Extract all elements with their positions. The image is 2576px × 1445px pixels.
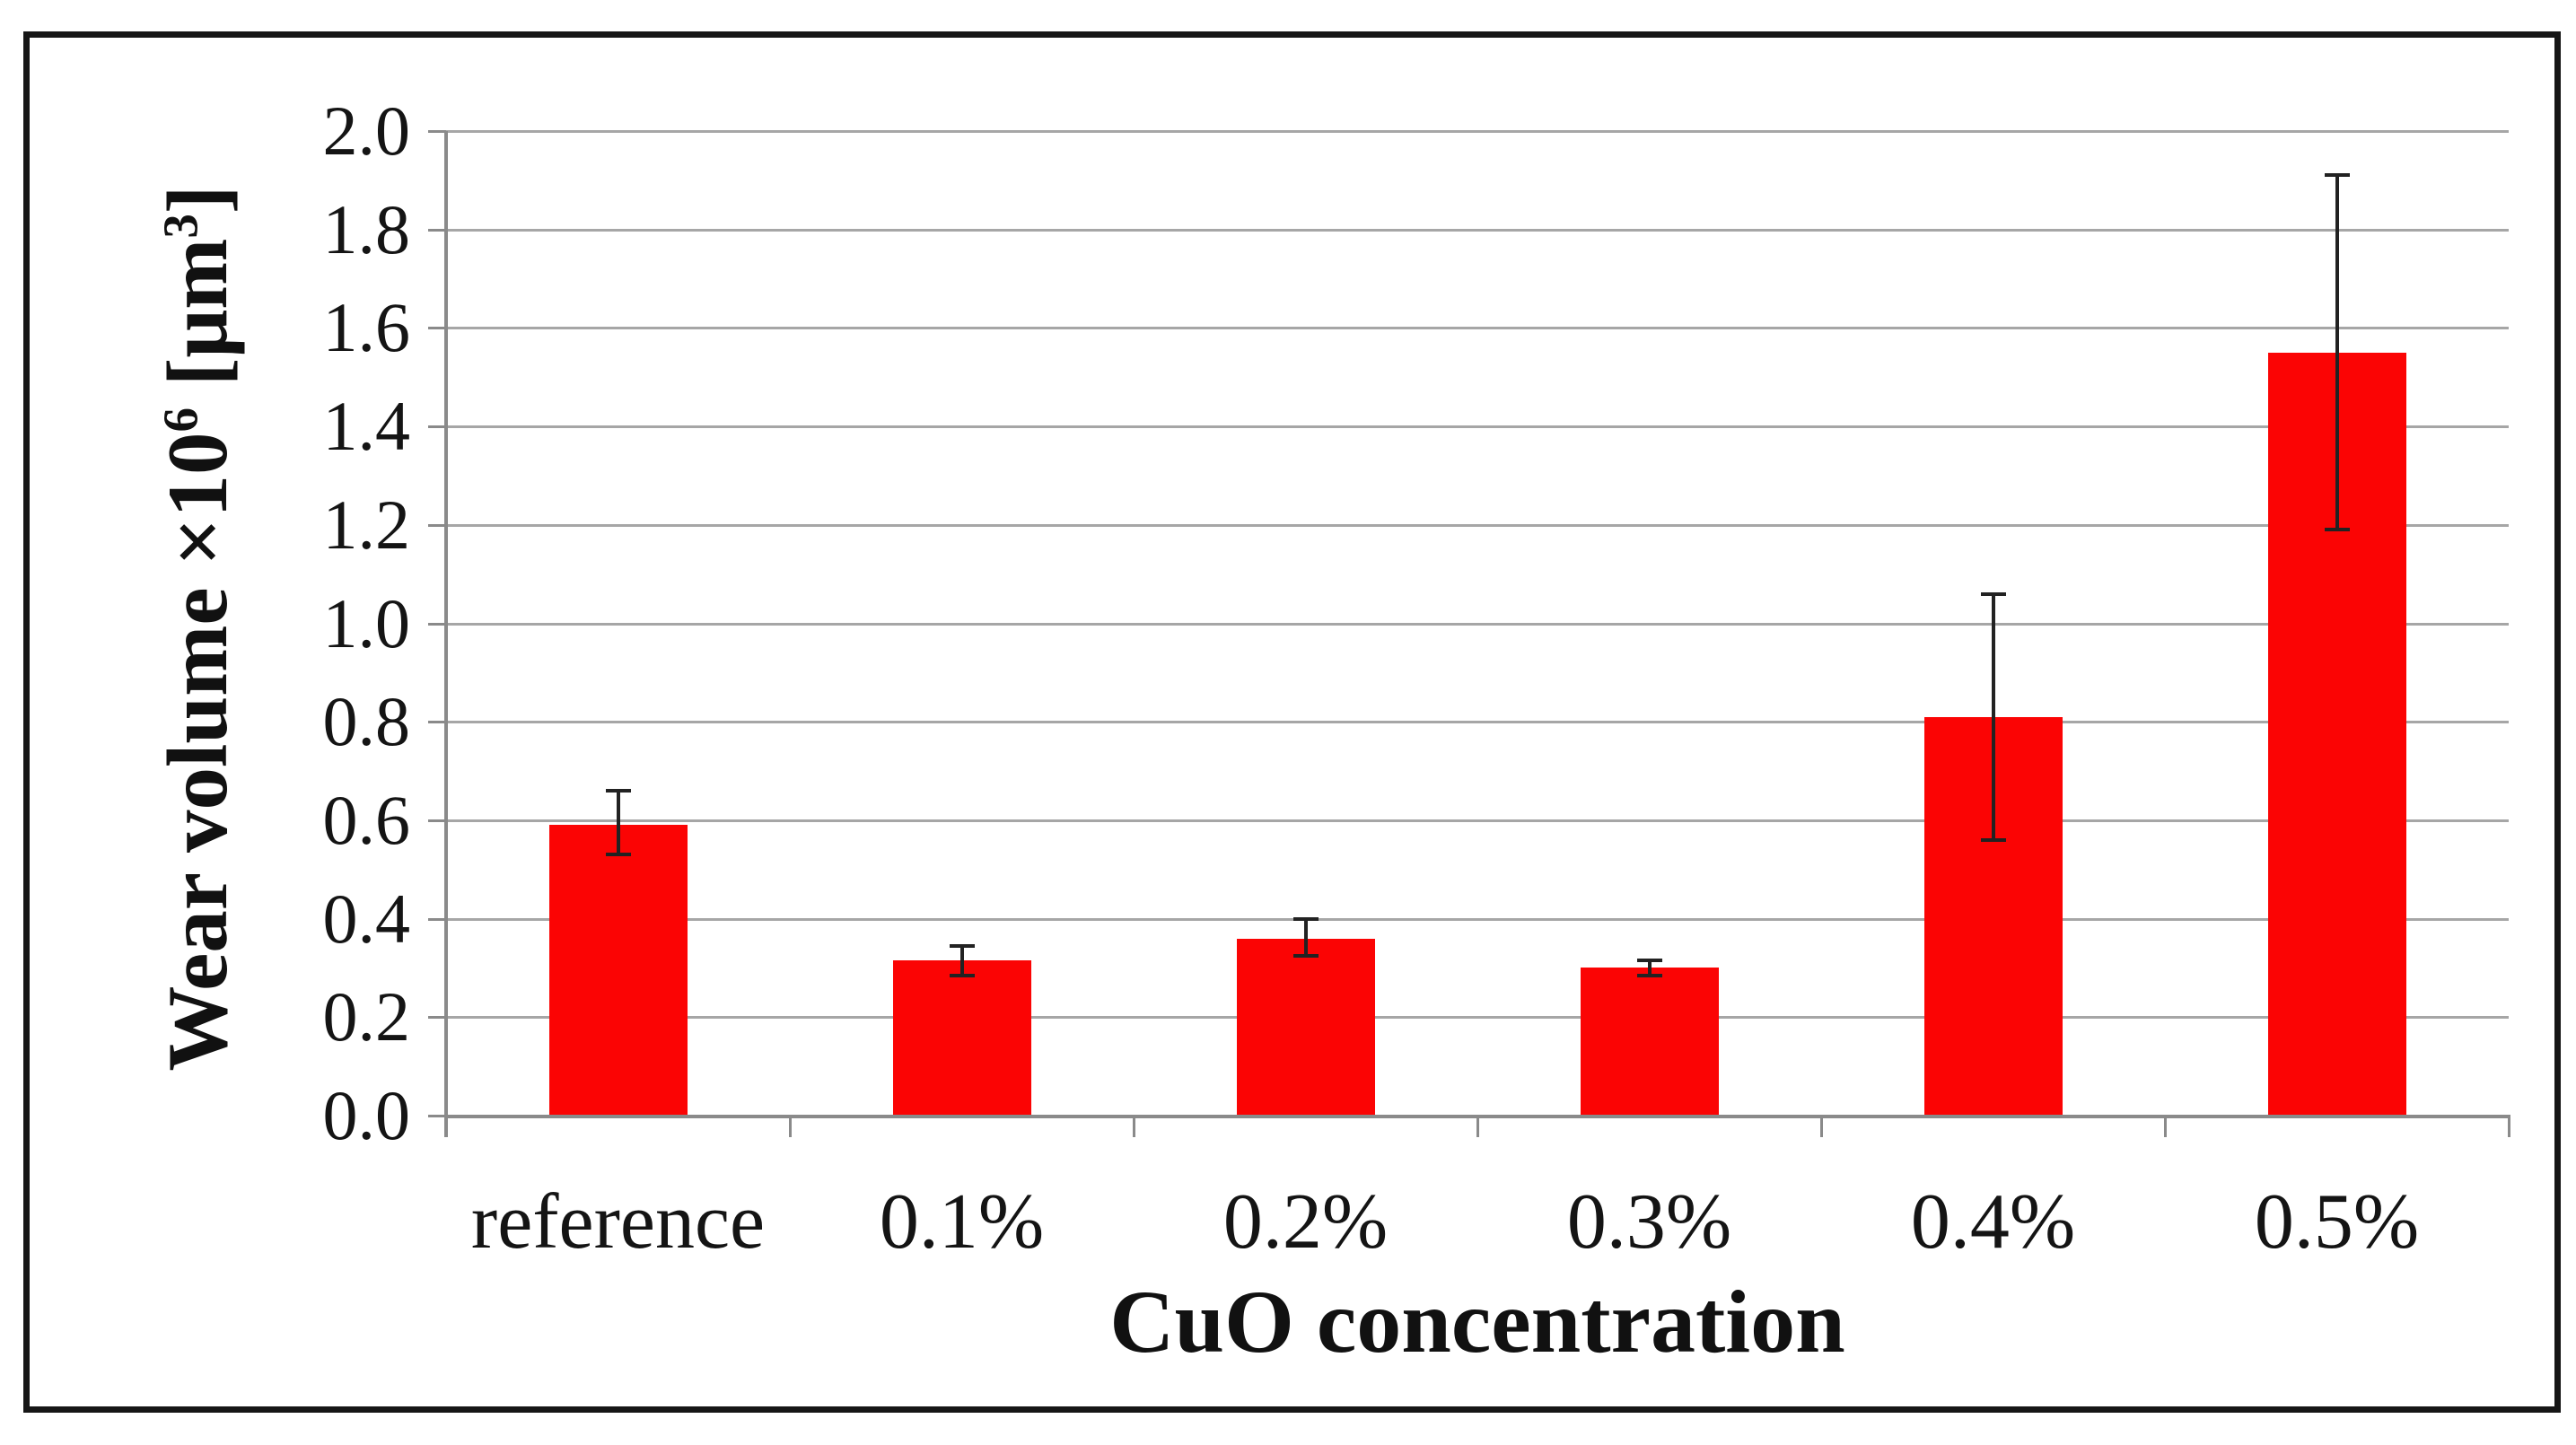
- x-tick: [789, 1116, 792, 1137]
- error-bar-cap-bottom: [1636, 973, 1662, 977]
- y-axis-line: [444, 131, 448, 1137]
- y-tick: [428, 327, 446, 330]
- y-tick: [428, 1016, 446, 1020]
- error-bar-cap-bottom: [1292, 953, 1319, 958]
- y-tick: [428, 228, 446, 232]
- y-tick: [428, 622, 446, 626]
- x-tick-label: 0.4%: [1910, 1178, 2076, 1265]
- gridline: [446, 425, 2509, 429]
- x-tick-label: 0.1%: [879, 1178, 1045, 1265]
- y-tick-label: 0.8: [322, 682, 411, 761]
- x-axis-title: CuO concentration: [1109, 1272, 1845, 1371]
- y-tick-label: 0.4: [322, 879, 411, 958]
- x-tick: [2164, 1116, 2167, 1137]
- error-bar-line: [1991, 593, 1995, 840]
- bar: [892, 960, 1031, 1116]
- error-bar-cap-top: [1980, 591, 2006, 596]
- y-tick-label: 1.4: [322, 387, 411, 466]
- error-bar-cap-top: [2324, 173, 2350, 178]
- y-tick-label: 0.2: [322, 977, 411, 1056]
- y-axis-title-superscript-exponent: 6: [153, 407, 208, 433]
- gridline: [446, 130, 2509, 133]
- y-tick: [428, 917, 446, 921]
- x-tick-label: 0.3%: [1566, 1178, 1732, 1265]
- y-tick-label: 0.0: [322, 1076, 411, 1154]
- x-tick: [1133, 1116, 1135, 1137]
- gridline: [446, 228, 2509, 232]
- error-bar-cap-top: [949, 943, 975, 948]
- gridline: [446, 1016, 2509, 1020]
- y-tick-label: 1.2: [322, 485, 411, 564]
- gridline: [446, 327, 2509, 330]
- bar: [548, 825, 688, 1116]
- y-tick: [428, 130, 446, 133]
- x-tick: [1476, 1116, 1479, 1137]
- x-axis-line: [444, 1115, 2510, 1118]
- error-bar-line: [1647, 960, 1652, 976]
- error-bar-line: [1303, 918, 1308, 956]
- error-bar-cap-bottom: [2324, 528, 2350, 532]
- y-tick-label: 0.6: [322, 780, 411, 859]
- bar: [1580, 968, 1719, 1116]
- error-bar-line: [616, 790, 620, 855]
- y-tick-label: 1.0: [322, 583, 411, 662]
- gridline: [446, 721, 2509, 724]
- y-axis-title-unit-close: ]: [150, 185, 245, 215]
- gridline: [446, 523, 2509, 527]
- y-tick: [428, 523, 446, 527]
- y-axis-title: Wear volume ×106 [μm3]: [139, 45, 256, 1212]
- y-tick: [428, 425, 446, 429]
- error-bar-cap-top: [1292, 916, 1319, 921]
- error-bar-cap-bottom: [605, 853, 631, 857]
- error-bar-cap-bottom: [949, 973, 975, 977]
- x-tick-label: 0.2%: [1222, 1178, 1389, 1265]
- y-axis-title-unit: [μm: [150, 238, 245, 407]
- y-tick: [428, 819, 446, 822]
- gridline: [446, 622, 2509, 626]
- y-tick-label: 2.0: [322, 92, 411, 170]
- x-tick: [1820, 1116, 1823, 1137]
- error-bar-line: [2335, 175, 2339, 530]
- y-tick: [428, 721, 446, 724]
- y-axis-title-superscript-cubed: 3: [153, 214, 208, 239]
- y-axis-title-text: Wear volume ×10: [150, 432, 245, 1072]
- x-tick-label: reference: [470, 1178, 766, 1265]
- error-bar-cap-top: [605, 788, 631, 793]
- bar: [1236, 938, 1375, 1116]
- y-tick-label: 1.8: [322, 189, 411, 268]
- gridline: [446, 917, 2509, 921]
- x-tick: [2508, 1116, 2510, 1137]
- y-tick-label: 1.6: [322, 288, 411, 367]
- y-tick: [428, 1115, 446, 1117]
- error-bar-cap-top: [1636, 959, 1662, 963]
- error-bar-line: [959, 945, 964, 976]
- x-tick-label: 0.5%: [2254, 1178, 2420, 1265]
- error-bar-cap-bottom: [1980, 837, 2006, 842]
- gridline: [446, 819, 2509, 822]
